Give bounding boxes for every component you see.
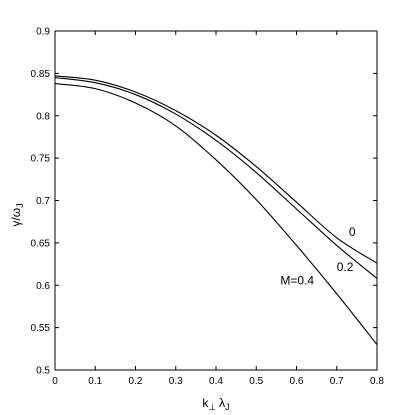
x-tick-label: 0.5: [249, 376, 263, 387]
series-line-1: [54, 77, 378, 279]
y-tick-label: 0.55: [31, 323, 51, 334]
curve-label-1: 0.2: [337, 260, 354, 274]
y-tick-label: 0.7: [36, 196, 50, 207]
y-tick-label: 0.65: [31, 238, 51, 249]
series-line-2: [54, 83, 378, 345]
y-tick-label: 0.5: [36, 366, 50, 377]
x-tick-label: 0.2: [129, 376, 143, 387]
x-tick-label: 0.4: [209, 376, 223, 387]
y-tick-label: 0.75: [31, 154, 51, 165]
x-tick-label: 0.6: [290, 376, 304, 387]
x-tick-label: 0.1: [88, 376, 102, 387]
curve-label-0: 0: [349, 225, 356, 239]
y-tick-label: 0.8: [36, 111, 50, 122]
x-axis-title: k⊥ λJ: [202, 396, 229, 412]
y-tick-label: 0.85: [31, 69, 51, 80]
x-tick-label: 0.8: [370, 376, 384, 387]
curve-label-2: M=0.4: [280, 273, 314, 287]
y-tick-label: 0.9: [36, 27, 50, 38]
series-layer: [54, 75, 378, 345]
x-tick-label: 0: [52, 376, 58, 387]
x-tick-label: 0.7: [330, 376, 344, 387]
x-axis: 0 0.1 0.2 0.3 0.4 0.5 0.6 0.7 0.8: [52, 31, 384, 387]
y-tick-label: 0.6: [36, 281, 50, 292]
curve-labels: 0 0.2 M=0.4: [280, 225, 355, 287]
y-axis-title: γ/ωJ: [9, 203, 25, 226]
x-tick-label: 0.3: [169, 376, 183, 387]
series-line-0: [54, 75, 378, 264]
y-axis: 0.5 0.55 0.6 0.65 0.7 0.75 0.8 0.85 0.9: [31, 27, 377, 377]
